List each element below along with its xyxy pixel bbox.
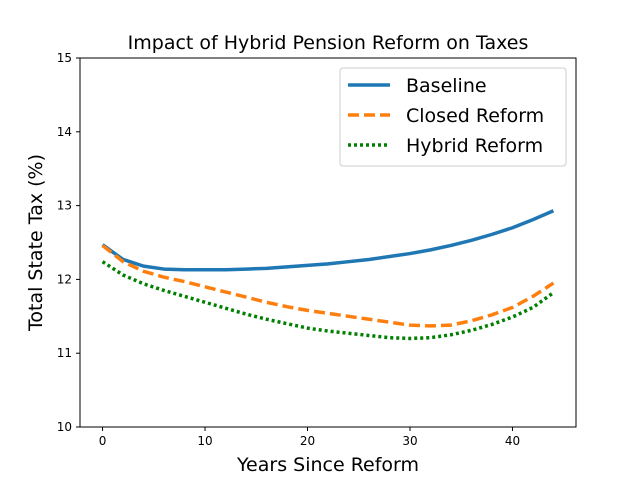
y-tick-label: 14	[57, 125, 72, 139]
y-tick-label: 15	[57, 51, 72, 65]
plot-frame	[79, 57, 577, 428]
y-tick-label: 11	[57, 346, 72, 360]
series-layer	[101, 209, 555, 341]
x-tick-label: 30	[402, 434, 417, 448]
x-tick-label: 20	[300, 434, 315, 448]
series-line-1	[101, 244, 555, 328]
legend-label-0: Baseline	[406, 75, 487, 97]
x-axis-ticks: 0 10 20 30 40	[99, 427, 520, 448]
y-axis-ticks: 10 11 12 13 14 15	[57, 51, 80, 434]
x-tick-label: 40	[505, 434, 520, 448]
legend-box	[339, 67, 567, 167]
legend-label-2: Hybrid Reform	[406, 135, 543, 157]
legend: Baseline Closed Reform Hybrid Reform	[339, 67, 567, 167]
x-axis-label: Years Since Reform	[236, 454, 419, 476]
y-tick-label: 12	[57, 272, 72, 286]
y-axis-label: Total State Tax (%)	[25, 154, 47, 332]
y-tick-label: 10	[57, 420, 72, 434]
chart-title: Impact of Hybrid Pension Reform on Taxes	[128, 32, 529, 54]
series-line-0	[101, 209, 555, 272]
legend-label-1: Closed Reform	[406, 105, 544, 127]
y-tick-label: 13	[57, 199, 72, 213]
x-tick-label: 0	[99, 434, 107, 448]
x-tick-label: 10	[197, 434, 212, 448]
